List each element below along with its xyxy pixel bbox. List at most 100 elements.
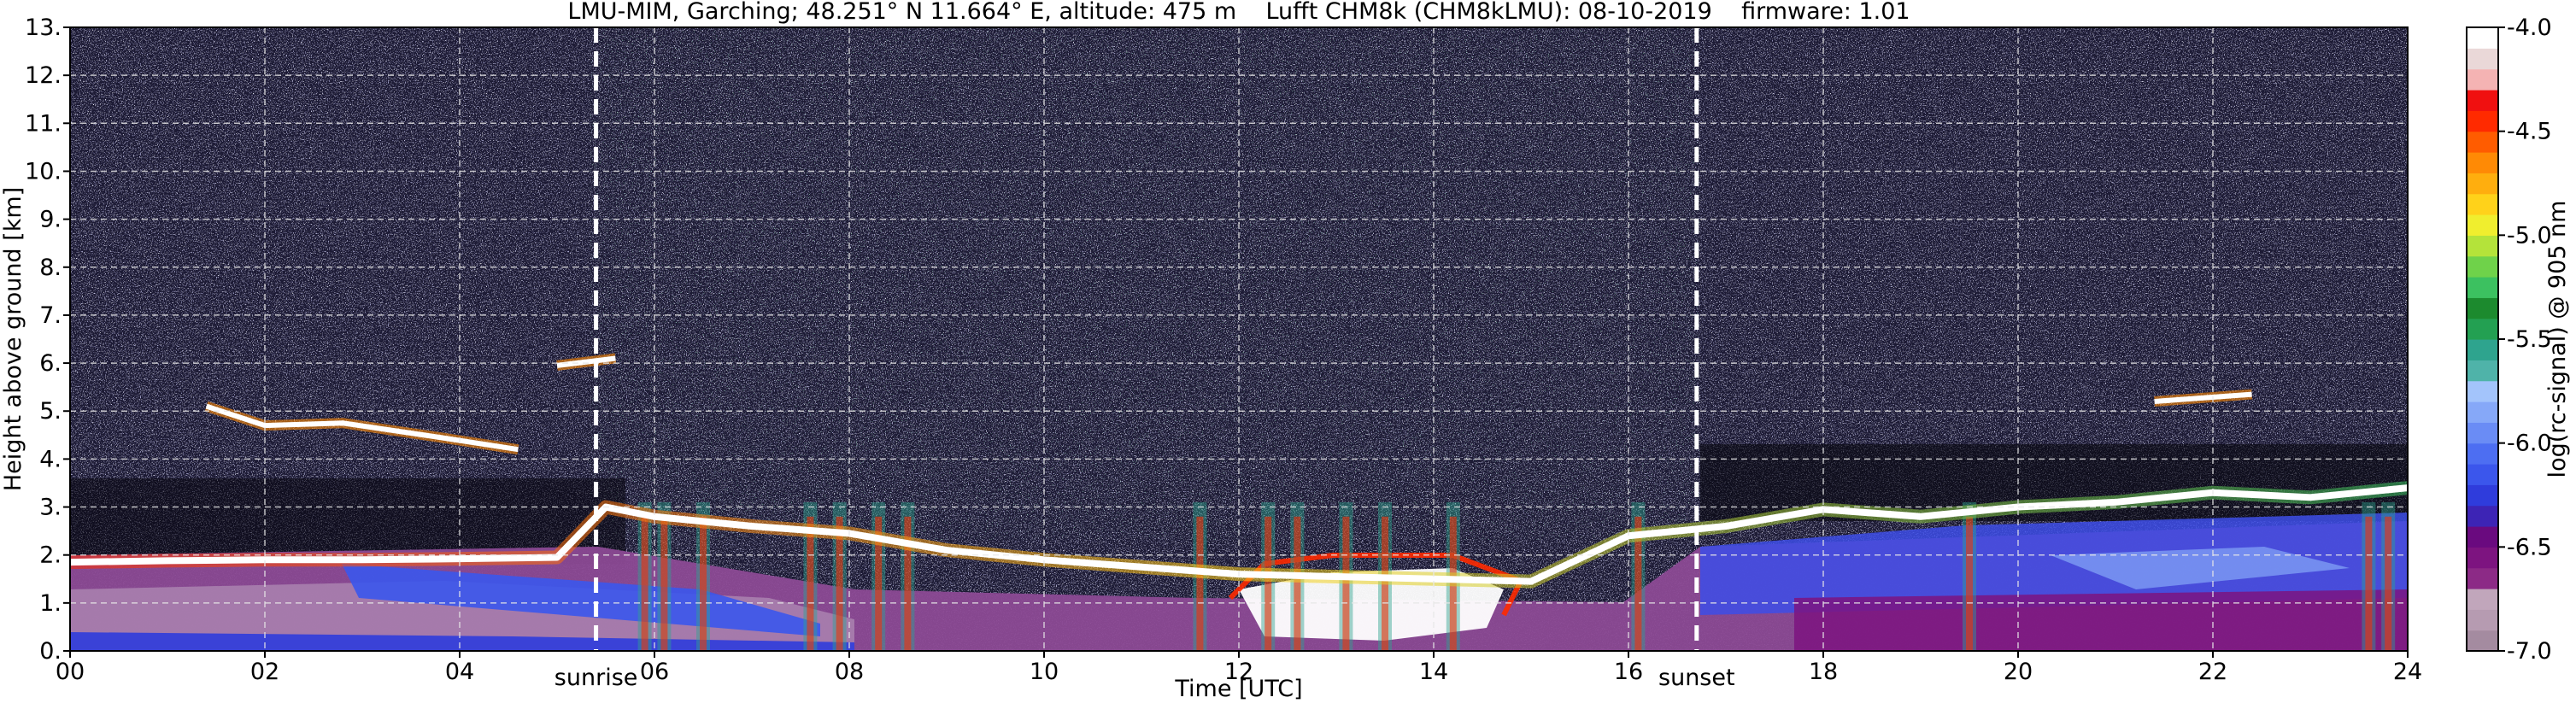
colorbar-tick-label: -7.0 <box>2507 638 2552 665</box>
y-axis-label: Height above ground [km] <box>0 187 26 491</box>
colorbar-segment <box>2467 68 2498 91</box>
colorbar-segment <box>2467 360 2498 382</box>
y-tick-label: 4. <box>39 446 62 472</box>
fall-streak-inner <box>641 516 648 651</box>
cloud-base-line <box>70 484 2408 585</box>
cloud-layers <box>70 353 2408 589</box>
x-axis-ticks: 00 02 04 06 08 10 12 14 16 18 20 22 24 <box>56 651 2422 685</box>
y-tick-label: 1. <box>39 590 62 617</box>
colorbar-ticks: -7.0 -6.5 -6.0 -5.5 -5.0 -4.5 -4.0 <box>2498 15 2552 665</box>
grid-lines <box>70 27 2408 651</box>
low-cloud-white <box>1239 568 1504 641</box>
colorbar-tick-label: -5.5 <box>2507 326 2552 353</box>
noise-layer-daytime <box>590 27 1700 540</box>
colorbar-tick-label: -6.0 <box>2507 431 2552 457</box>
colorbar-segment <box>2467 442 2498 465</box>
fall-streak-inner <box>2365 516 2373 651</box>
colorbar-segment <box>2467 48 2498 70</box>
fall-streak-inner <box>1265 516 1272 651</box>
fall-streak-inner <box>875 516 883 651</box>
evening-mixed-layer <box>1700 513 2408 615</box>
y-tick-label: 2. <box>39 542 62 569</box>
fall-streak-inner <box>836 516 843 651</box>
fall-streak-inner <box>1966 516 1973 651</box>
y-tick-label: 11. <box>25 110 62 137</box>
evening-lower-layer <box>1794 589 2408 651</box>
colorbar-segment <box>2467 484 2498 507</box>
fall-streak-inner <box>660 516 668 651</box>
colorbar-segment <box>2467 277 2498 298</box>
x-tick-label: 24 <box>2393 659 2422 685</box>
colorbar-segment <box>2467 526 2498 548</box>
x-tick-label: 22 <box>2198 659 2227 685</box>
fall-streak-inner <box>1634 516 1642 651</box>
y-tick-label: 5. <box>39 398 62 425</box>
colorbar-segment <box>2467 110 2498 132</box>
colorbar-tick-label: -6.5 <box>2507 534 2552 560</box>
x-tick-label: 12 <box>1224 659 1253 685</box>
x-tick-label: 02 <box>250 659 279 685</box>
y-axis-ticks: 0. 1. 2. 3. 4. 5. 6. 7. 8. 9. 10. 11. 12. 13. <box>25 15 70 665</box>
colorbar-segment <box>2467 505 2498 527</box>
colorbar-segment <box>2467 255 2498 278</box>
y-tick-label: 8. <box>39 255 62 281</box>
y-tick-label: 7. <box>39 302 62 329</box>
y-tick-label: 3. <box>39 495 62 521</box>
y-tick-label: 9. <box>39 207 62 233</box>
chart-title: LMU-MIM, Garching; 48.251° N 11.664° E, … <box>567 0 1910 25</box>
colorbar-segment <box>2467 609 2498 631</box>
x-tick-label: 00 <box>56 659 85 685</box>
x-tick-label: 08 <box>835 659 864 685</box>
fall-streak-inner <box>2385 516 2392 651</box>
colorbar-segment <box>2467 297 2498 319</box>
colorbar-segment <box>2467 464 2498 485</box>
colorbar-segment <box>2467 90 2498 111</box>
y-tick-label: 6. <box>39 350 62 377</box>
colorbar-segment <box>2467 589 2498 610</box>
colorbar-segment <box>2467 401 2498 423</box>
x-tick-label: 06 <box>640 659 669 685</box>
fall-streak-inner <box>700 516 707 651</box>
fall-streak-inner <box>1342 516 1350 651</box>
colorbar-segment <box>2467 380 2498 402</box>
fall-streak-inner <box>807 516 814 651</box>
colorbar-tick-label: -4.5 <box>2507 119 2552 145</box>
fall-streak-inner <box>1294 516 1301 651</box>
colorbar-segment <box>2467 193 2498 215</box>
colorbar-segment <box>2467 235 2498 257</box>
colorbar-segment <box>2467 27 2498 49</box>
evening-light-blue-patch <box>2051 547 2350 589</box>
colorbar-segment <box>2467 339 2498 360</box>
colorbar-segment <box>2467 173 2498 195</box>
x-tick-label: 20 <box>2004 659 2033 685</box>
y-tick-label: 13. <box>25 15 62 41</box>
colorbar-tick-label: -5.0 <box>2507 222 2552 249</box>
colorbar-label: log(rc-signal) @ 905 nm <box>2544 201 2571 478</box>
fall-streak-inner <box>904 516 912 651</box>
colorbar-segment <box>2467 318 2498 340</box>
fall-streak-inner <box>1196 516 1204 651</box>
x-tick-label: 18 <box>1809 659 1838 685</box>
colorbar-segment <box>2467 630 2498 652</box>
sunrise-label: sunrise <box>555 665 638 691</box>
y-tick-label: 0. <box>39 638 62 665</box>
colorbar <box>2467 27 2498 652</box>
sun-markers: sunrise sunset <box>555 27 1735 691</box>
colorbar-segment <box>2467 547 2498 569</box>
colorbar-segment <box>2467 567 2498 589</box>
y-tick-label: 12. <box>25 62 62 89</box>
x-tick-label: 10 <box>1030 659 1059 685</box>
surface-layer-blue <box>70 632 854 651</box>
colorbar-tick-label: -4.0 <box>2507 15 2552 41</box>
elevated-layer <box>2154 391 2252 404</box>
sunset-label: sunset <box>1658 665 1735 691</box>
colorbar-segment <box>2467 214 2498 236</box>
elevated-layer <box>556 355 616 368</box>
y-tick-label: 10. <box>25 158 62 185</box>
x-tick-label: 04 <box>445 659 474 685</box>
colorbar-segment <box>2467 131 2498 153</box>
x-tick-label: 14 <box>1419 659 1448 685</box>
colorbar-segment <box>2467 152 2498 173</box>
